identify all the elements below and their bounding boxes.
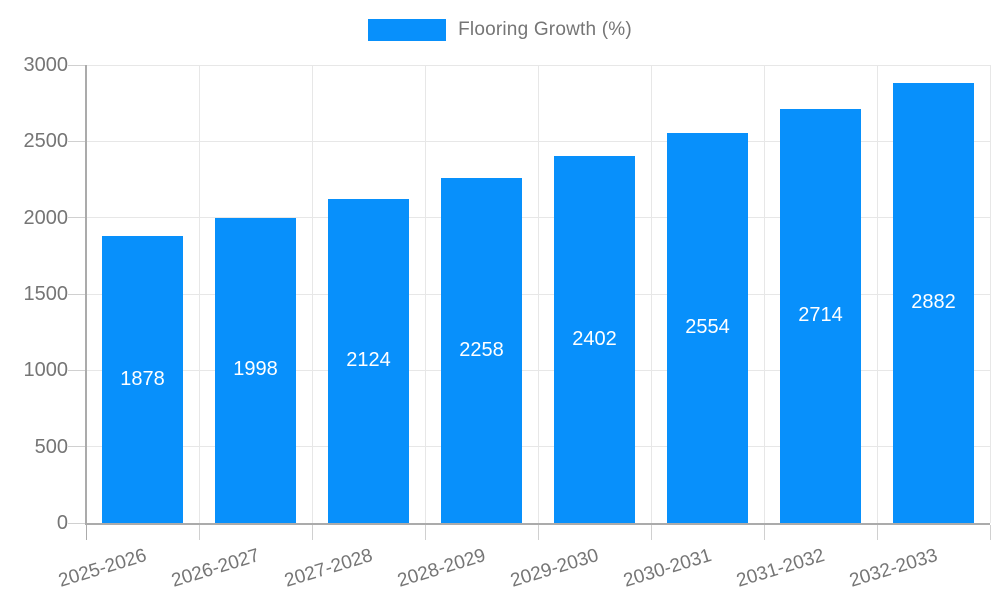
y-axis-label: 1500 [23, 283, 69, 305]
v-gridline [763, 65, 765, 523]
y-axis-line [85, 65, 87, 525]
x-tick [763, 525, 765, 540]
bar[interactable] [780, 108, 861, 523]
v-gridline [876, 65, 878, 523]
y-tick [68, 522, 86, 524]
legend-swatch [368, 19, 447, 41]
v-gridline [650, 65, 652, 523]
bar[interactable] [667, 133, 748, 523]
bar[interactable] [215, 217, 296, 523]
y-axis-label: 500 [34, 435, 68, 458]
y-tick [68, 140, 86, 142]
y-tick [68, 446, 86, 448]
y-axis-label: 3000 [23, 54, 69, 76]
v-gridline [537, 65, 539, 523]
y-axis-label: 2000 [23, 206, 69, 229]
v-gridline [989, 65, 991, 523]
x-tick [650, 525, 652, 540]
x-tick [989, 525, 991, 540]
y-tick [68, 64, 86, 66]
x-tick [85, 525, 87, 540]
x-tick [198, 525, 200, 540]
bar[interactable] [441, 178, 522, 523]
bar[interactable] [328, 198, 409, 523]
v-gridline [311, 65, 313, 523]
bar[interactable] [102, 236, 183, 523]
y-axis-label: 0 [56, 512, 68, 534]
bar-chart: Flooring Growth (%) 0 500 1000 1500 2000 2500… [0, 19, 1000, 592]
y-tick [68, 369, 86, 371]
v-gridline [424, 65, 426, 523]
legend-label: Flooring Growth (%) [458, 19, 632, 40]
bar[interactable] [554, 156, 635, 523]
y-tick [68, 217, 86, 219]
legend-item[interactable]: Flooring Growth (%) [0, 19, 1000, 41]
y-axis-label: 2500 [23, 130, 69, 153]
x-tick [311, 525, 313, 540]
x-axis-line [86, 523, 990, 525]
bar[interactable] [893, 83, 974, 523]
x-tick [876, 525, 878, 540]
v-gridline [198, 65, 200, 523]
y-tick [68, 293, 86, 295]
x-tick [537, 525, 539, 540]
y-axis-label: 1000 [23, 359, 69, 382]
x-tick [424, 525, 426, 540]
